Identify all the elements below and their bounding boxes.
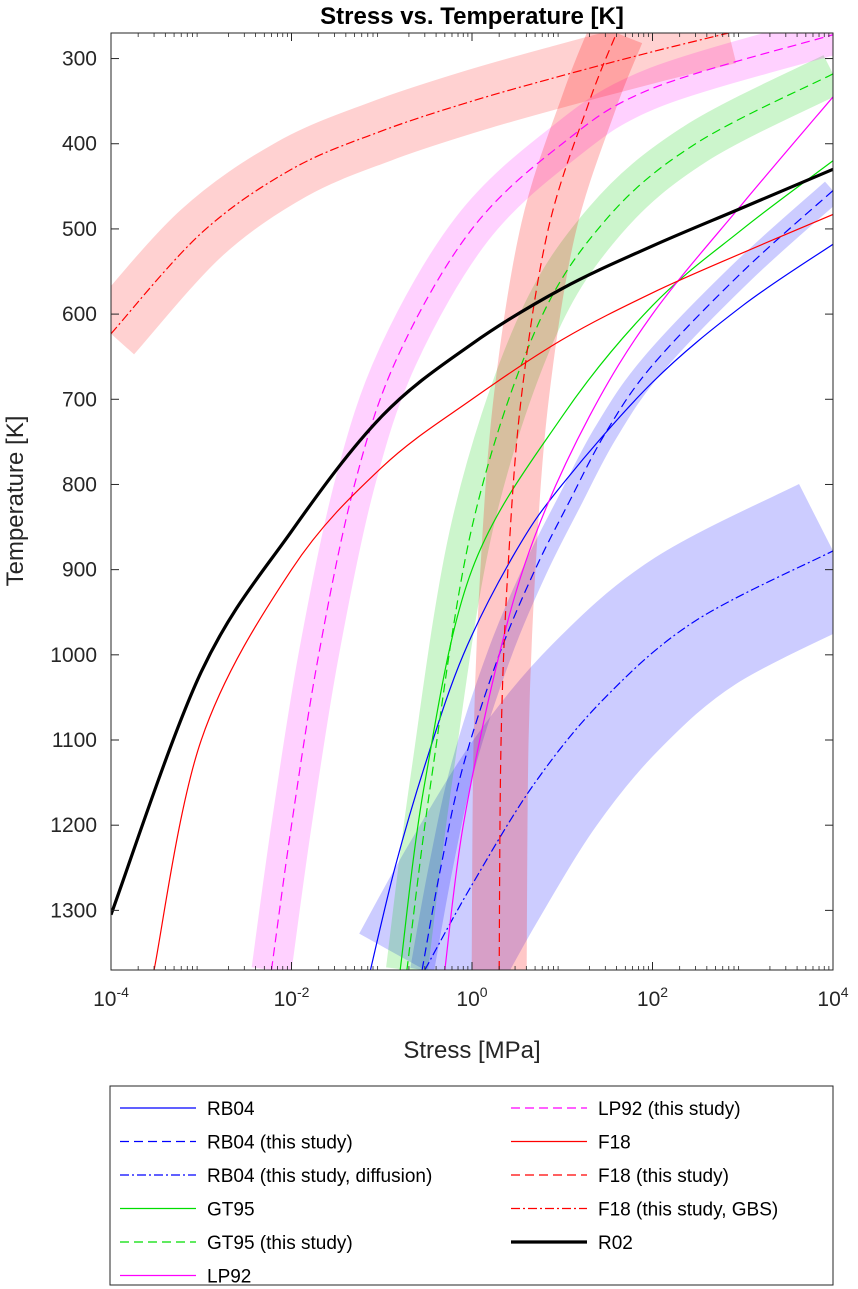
y-tick-label: 700 [62, 388, 97, 411]
y-tick-label: 900 [62, 559, 97, 582]
y-tick-label: 500 [62, 218, 97, 241]
legend-label-f18_gbs: F18 (this study, GBS) [598, 1200, 778, 1221]
x-axis-label: Stress [MPa] [403, 1037, 540, 1064]
x-tick-label: 10-2 [274, 984, 310, 1011]
series-line-rb04 [369, 243, 833, 970]
legend-label-rb04: RB04 [207, 1099, 255, 1120]
y-tick-label: 800 [62, 473, 97, 496]
x-tick-label: 102 [637, 984, 668, 1011]
x-tick-label: 100 [456, 984, 487, 1011]
plot-area [111, 33, 833, 970]
band-f18_gbs [111, 33, 737, 355]
series-line-f18_this [498, 33, 618, 970]
y-tick-label: 1300 [50, 899, 97, 922]
legend-label-r02: R02 [598, 1233, 633, 1254]
series-line-r02 [111, 167, 833, 916]
legend-box [109, 1085, 834, 1286]
legend-label-f18: F18 [598, 1133, 631, 1154]
y-tick-label: 600 [62, 303, 97, 326]
chart-title: Stress vs. Temperature [K] [320, 3, 624, 30]
y-tick-label: 1200 [50, 814, 97, 837]
y-tick-label: 1100 [52, 729, 97, 752]
series-line-rb04_diff [424, 550, 833, 970]
y-axis-label: Temperature [K] [2, 416, 29, 587]
legend-label-rb04_this: RB04 (this study) [207, 1133, 353, 1154]
series-line-gt95_this [406, 73, 833, 970]
y-tick-label: 400 [62, 133, 97, 156]
legend-label-f18_this: F18 (this study) [598, 1166, 729, 1187]
legend-label-lp92: LP92 [207, 1267, 251, 1288]
series-line-gt95 [399, 160, 833, 970]
series-line-f18 [153, 213, 833, 970]
x-tick-label: 104 [817, 984, 848, 1011]
legend-label-gt95_this: GT95 (this study) [207, 1233, 353, 1254]
legend-label-lp92_this: LP92 (this study) [598, 1099, 741, 1120]
legend-label-gt95: GT95 [207, 1200, 255, 1221]
y-tick-label: 1000 [50, 644, 97, 667]
y-tick-label: 300 [62, 48, 97, 71]
series-line-lp92_this [270, 34, 833, 970]
series-line-rb04_this [421, 190, 833, 970]
x-tick-label: 10-4 [93, 984, 129, 1011]
series-line-lp92 [444, 96, 833, 970]
axis-ticks: 300 400 500 600 700 800 900 1000 1100 1200 1300 10-… [50, 33, 849, 1011]
series-lines [111, 33, 833, 970]
legend: RB04 RB04 (this study) RB04 (this study, d… [109, 1085, 834, 1288]
legend-label-rb04_diff: RB04 (this study, diffusion) [207, 1166, 432, 1187]
